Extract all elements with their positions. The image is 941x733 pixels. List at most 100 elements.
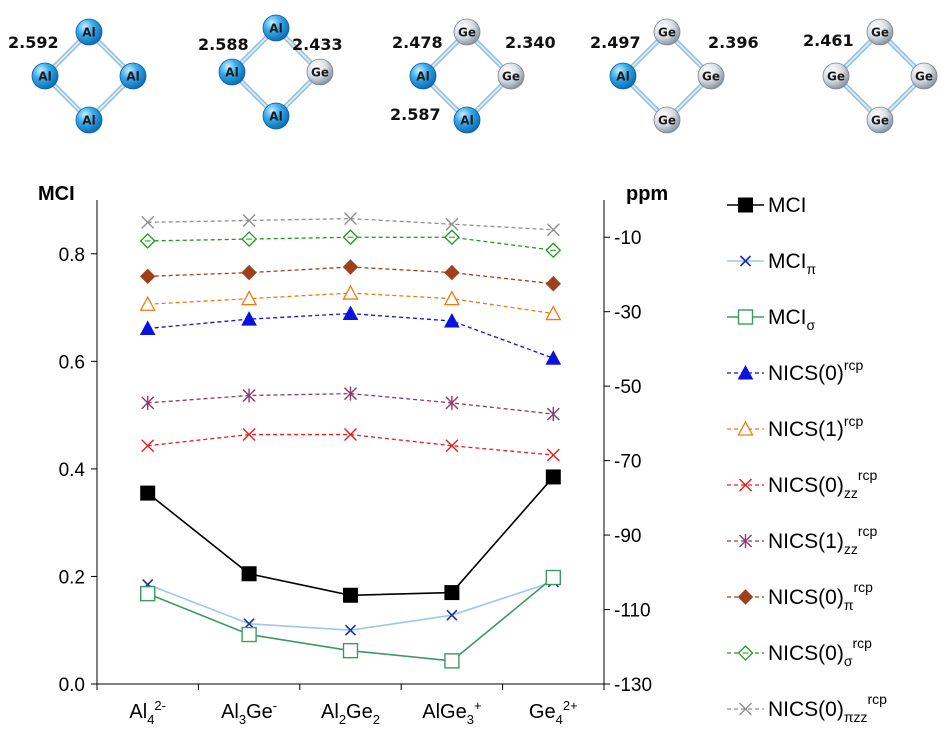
legend-item: NICS(0)πrcp <box>727 579 873 613</box>
data-point <box>545 242 562 259</box>
atom-al <box>409 62 437 90</box>
data-point <box>241 290 258 306</box>
right-tick-label: -70 <box>614 452 641 473</box>
atom-ge <box>653 18 681 46</box>
marker-stroke <box>546 448 560 462</box>
marker-stroke <box>344 212 357 226</box>
atom-symbol: Al <box>82 114 95 128</box>
x-category-label: Al2Ge2 <box>321 701 380 727</box>
molecule-2: Al Al Ge Al 2.588 2.433 <box>198 14 343 130</box>
marker-stroke <box>242 428 256 442</box>
data-point <box>139 233 156 249</box>
right-tick-label: -10 <box>614 228 641 249</box>
atom-symbol: Al <box>460 114 473 128</box>
legend-item: MCIπ <box>727 250 817 277</box>
left-tick-label: 0.6 <box>59 352 85 373</box>
left-tick-label: 0.8 <box>59 245 85 266</box>
data-point <box>444 653 460 669</box>
atom-al <box>453 106 481 134</box>
marker-stroke <box>344 624 357 636</box>
data-point <box>444 264 460 281</box>
plot-area <box>139 212 562 669</box>
molecule-3: Ge Al Ge Al 2.478 2.340 2.587 <box>390 18 556 134</box>
data-point <box>445 395 459 410</box>
legend-item: NICS(0)πzzrcp <box>727 691 887 725</box>
legend-label: MCIπ <box>768 250 817 277</box>
data-point <box>344 212 357 226</box>
data-point <box>342 229 359 246</box>
legend-label: MCI <box>768 194 807 217</box>
right-axis-title: ppm <box>626 183 668 205</box>
series-10 <box>141 212 560 237</box>
atom-al <box>31 62 59 90</box>
atom-ge <box>697 62 725 90</box>
series-line <box>147 236 554 251</box>
bond-length-label: 2.433 <box>292 35 343 54</box>
atom-symbol: Ge <box>658 114 676 128</box>
molecule-4: Ge Al Ge Ge 2.497 2.396 <box>590 18 759 134</box>
atom-ge <box>866 18 894 46</box>
data-point <box>342 259 359 275</box>
atom-ge <box>653 106 681 134</box>
data-point <box>344 428 357 442</box>
marker-stroke <box>739 478 752 492</box>
data-point <box>446 609 458 621</box>
molecule-5: Ge Ge Ge Ge 2.461 <box>803 18 938 134</box>
atom-symbol: Ge <box>311 66 329 80</box>
data-point <box>546 223 560 237</box>
atom-al <box>262 102 290 130</box>
molecules-panel: Al Al Al Al 2.592 Al Al Ge Al 2.588 2.433 Ge Al Ge Al 2… <box>8 14 938 134</box>
data-point <box>546 448 560 462</box>
bond-length-label: 2.497 <box>590 33 641 52</box>
bond-length-label: 2.396 <box>708 33 759 52</box>
data-point <box>141 439 155 453</box>
data-point <box>141 395 155 410</box>
legend-marker <box>737 420 754 436</box>
data-point <box>241 566 257 582</box>
atom-ge <box>910 62 938 90</box>
marker-stroke <box>141 215 155 229</box>
data-point <box>545 276 562 292</box>
series-4 <box>139 305 562 365</box>
series-line <box>147 476 554 597</box>
series-2 <box>142 576 559 636</box>
bond-length-label: 2.461 <box>803 31 854 50</box>
x-category-label: Ge42+ <box>529 698 578 727</box>
legend-label: NICS(0)rcp <box>768 357 864 385</box>
data-point <box>443 229 460 246</box>
data-point <box>342 305 359 321</box>
legend-marker <box>739 255 752 267</box>
data-point <box>242 213 256 227</box>
legend-item: NICS(1)zzrcp <box>727 523 878 557</box>
x-category-label: Al3Ge- <box>221 698 277 727</box>
series-7 <box>141 386 560 422</box>
atom-symbol: Al <box>225 66 238 80</box>
right-tick-label: -30 <box>614 303 641 324</box>
legend-marker <box>739 702 752 716</box>
atom-ge <box>866 106 894 134</box>
atom-symbol: Ge <box>915 70 933 84</box>
marker-stroke <box>445 217 459 231</box>
data-point <box>141 215 155 229</box>
atom-symbol: Ge <box>871 26 889 40</box>
data-point <box>545 569 561 586</box>
series-8 <box>139 259 562 292</box>
marker-stroke <box>141 439 155 453</box>
data-point <box>140 485 156 501</box>
legend: MCI MCIπ MCIσ NICS(0)rcp NICS(1)rcp NICS(0)zz… <box>727 194 887 725</box>
data-point <box>241 264 257 281</box>
x-category-label: AlGe3+ <box>422 698 481 727</box>
legend-item: NICS(0)rcp <box>727 357 864 385</box>
series-6 <box>141 428 560 462</box>
marker-stroke <box>445 439 459 453</box>
data-point <box>445 217 459 231</box>
marker-stroke <box>344 428 357 442</box>
legend-item: MCI <box>727 194 807 217</box>
marker-stroke <box>739 702 752 716</box>
series-line <box>147 312 554 359</box>
atom-al <box>119 62 147 90</box>
data-point <box>445 439 459 453</box>
atom-al <box>262 14 290 42</box>
marker-stroke <box>546 223 560 237</box>
